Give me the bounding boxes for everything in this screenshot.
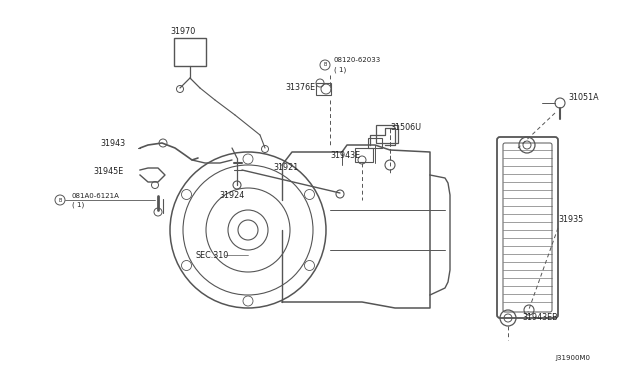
Text: 31943E: 31943E	[330, 151, 360, 160]
Text: 31921: 31921	[273, 163, 298, 171]
Text: 31935: 31935	[558, 215, 583, 224]
Text: 31943EB: 31943EB	[522, 314, 557, 323]
Text: ( 1): ( 1)	[72, 202, 84, 208]
Bar	[174, 38, 206, 66]
Text: SEC.310: SEC.310	[196, 250, 229, 260]
Bar	[368, 138, 382, 148]
Text: 31943: 31943	[100, 138, 125, 148]
Text: B: B	[323, 62, 326, 67]
Text: 31970: 31970	[170, 28, 196, 36]
Text: B: B	[58, 198, 61, 202]
Bar	[316, 83, 331, 95]
Bar	[355, 148, 373, 162]
Text: 31376E: 31376E	[285, 83, 315, 93]
Text: 31051A: 31051A	[568, 93, 598, 103]
Bar	[376, 125, 398, 143]
Text: 31945E: 31945E	[93, 167, 124, 176]
Text: 31924: 31924	[220, 190, 244, 199]
Text: 08120-62033: 08120-62033	[334, 57, 381, 63]
Text: 31506U: 31506U	[390, 124, 421, 132]
Text: 081A0-6121A: 081A0-6121A	[72, 193, 120, 199]
Text: J31900M0: J31900M0	[555, 355, 590, 361]
Text: ( 1): ( 1)	[334, 67, 346, 73]
